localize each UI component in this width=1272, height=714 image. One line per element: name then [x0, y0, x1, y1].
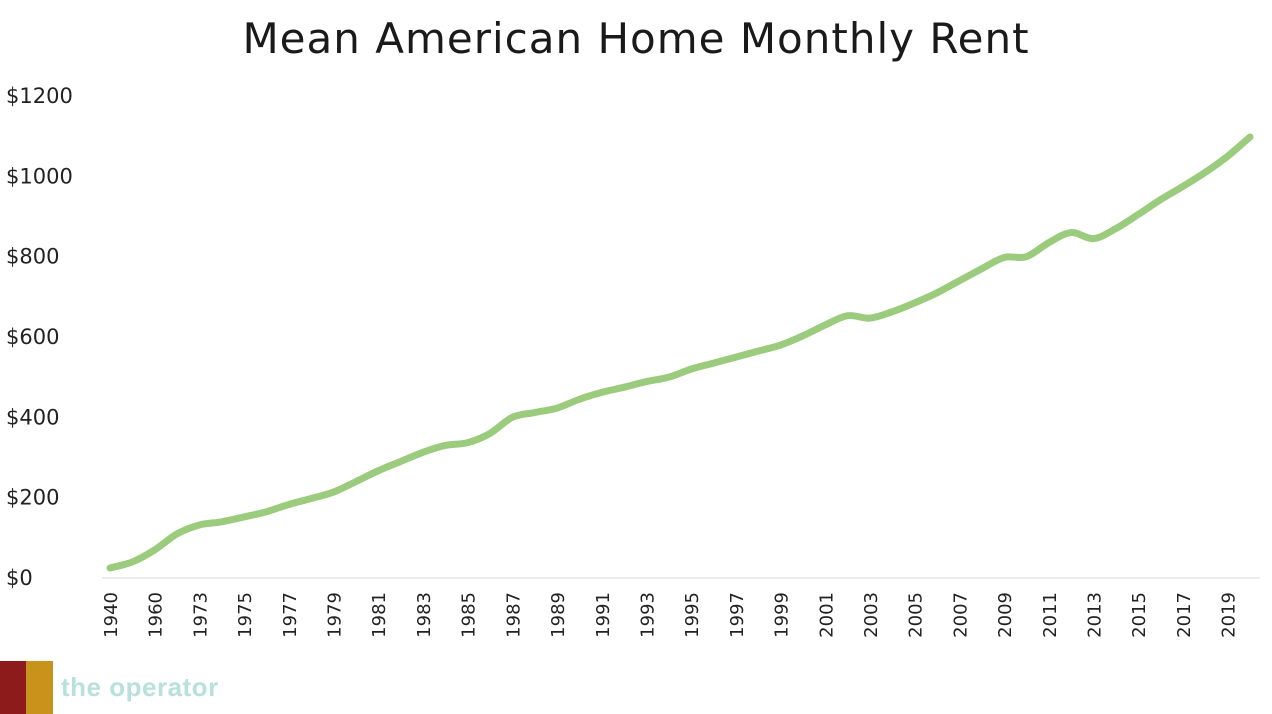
y-tick-label: $1200	[6, 84, 73, 108]
x-tick-label: 2009	[995, 592, 1016, 638]
x-tick-label: 1989	[548, 592, 569, 638]
chart-title: Mean American Home Monthly Rent	[242, 14, 1030, 63]
brand-name: the operator	[61, 672, 219, 702]
y-tick-label: $200	[6, 486, 59, 510]
x-tick-label: 1991	[593, 592, 614, 638]
x-tick-label: 2015	[1129, 592, 1150, 638]
x-tick-label: 2011	[1040, 592, 1061, 638]
x-tick-label: 1975	[235, 592, 256, 638]
x-tick-label: 1993	[637, 592, 658, 638]
x-tick-label: 1940	[101, 592, 122, 638]
x-tick-label: 2013	[1085, 592, 1106, 638]
y-tick-label: $0	[6, 566, 33, 590]
x-tick-label: 2001	[816, 592, 837, 638]
x-tick-label: 2007	[950, 592, 971, 638]
x-tick-label: 1973	[190, 592, 211, 638]
x-tick-label: 1977	[280, 592, 301, 638]
x-tick-label: 2005	[906, 592, 927, 638]
scissors-logo-icon	[0, 661, 53, 714]
x-tick-label: 1985	[459, 592, 480, 638]
x-tick-label: 2019	[1219, 592, 1240, 638]
x-tick-label: 2003	[861, 592, 882, 638]
y-tick-label: $800	[6, 245, 59, 269]
y-tick-label: $400	[6, 405, 59, 429]
x-tick-label: 1997	[727, 592, 748, 638]
x-tick-label: 1981	[369, 592, 390, 638]
x-tick-label: 1983	[414, 592, 435, 638]
x-tick-label: 1979	[325, 592, 346, 638]
y-tick-label: $600	[6, 325, 59, 349]
y-axis: $0 $200 $400 $600 $800 $1000 $1200	[6, 84, 73, 590]
x-tick-label: 1960	[146, 592, 167, 638]
x-tick-label: 1995	[682, 592, 703, 638]
x-tick-label: 1987	[503, 592, 524, 638]
series-line-rent	[106, 133, 1254, 572]
x-tick-label: 2017	[1174, 592, 1195, 638]
y-tick-label: $1000	[6, 164, 73, 188]
series-layer	[106, 133, 1254, 572]
brand-logo: the operator	[0, 661, 219, 714]
x-tick-label: 1999	[772, 592, 793, 638]
x-axis: 1940 1960 1973 1975 1977 1979 1981 1983 1985 1987…	[101, 577, 1260, 638]
